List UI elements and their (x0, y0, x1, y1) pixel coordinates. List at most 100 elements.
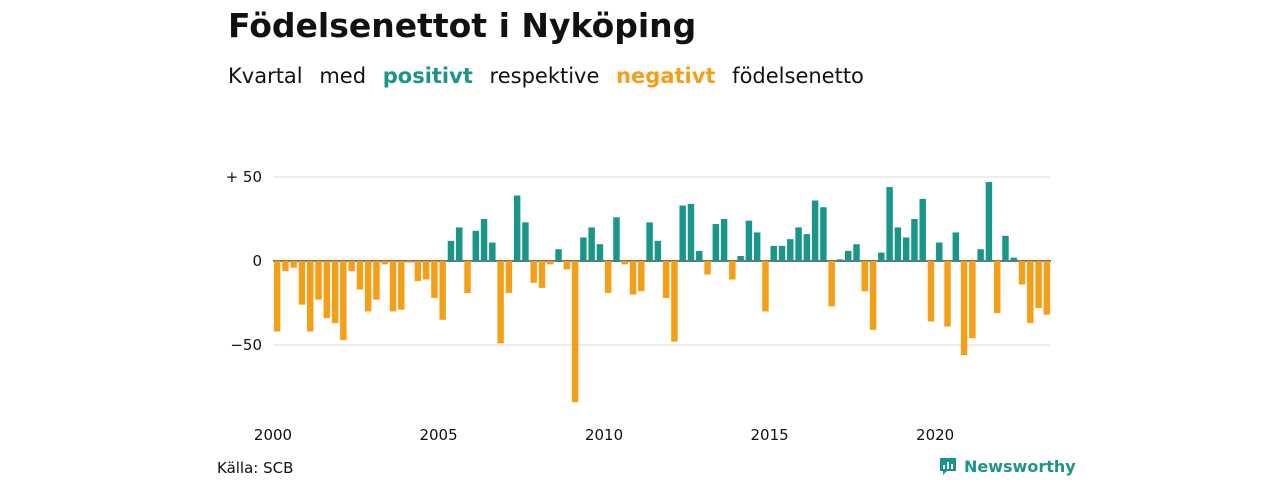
bar-positive (480, 219, 488, 261)
bar-positive (596, 244, 604, 261)
newsworthy-logo-icon (940, 458, 956, 475)
subtitle-word: Kvartal (228, 64, 303, 88)
bar-negative (315, 261, 322, 300)
bar-negative (571, 261, 579, 403)
bar-positive (580, 237, 587, 261)
bar-negative (662, 261, 670, 298)
bar-positive (795, 227, 802, 261)
bar-positive (654, 240, 662, 261)
bar-positive (845, 250, 852, 261)
bar-positive (778, 245, 786, 261)
bar-negative (348, 261, 355, 272)
bar-negative (273, 261, 281, 332)
bar-positive (513, 195, 521, 261)
bar-negative (969, 261, 976, 339)
bar-negative (464, 261, 471, 293)
bar-negative (364, 261, 372, 312)
bar-positive (679, 205, 686, 261)
bar-negative (1035, 261, 1042, 309)
bar-positive (902, 237, 910, 261)
bar-negative (406, 261, 413, 263)
x-tick-label: 2005 (419, 426, 457, 444)
subtitle-word: med (319, 64, 367, 88)
bar-negative (497, 261, 504, 344)
bar-negative (762, 261, 769, 312)
bar-positive (787, 239, 794, 261)
bar-negative (621, 261, 628, 265)
bar-positive (977, 249, 984, 261)
bar-positive (753, 232, 761, 261)
y-tick-label: −50 (230, 336, 262, 354)
brand-logo: Newsworthy (938, 456, 1076, 476)
bar-negative (505, 261, 513, 293)
bar-negative (323, 261, 331, 319)
bar-positive (489, 242, 496, 261)
subtitle-negative-word: negativt (616, 64, 716, 88)
source-note: Källa: SCB (217, 459, 294, 477)
bar-negative (298, 261, 306, 305)
bar-negative (604, 261, 612, 293)
bar-negative (1027, 261, 1034, 324)
bar-positive (820, 207, 827, 261)
bar-positive (737, 255, 744, 261)
bar-positive (687, 203, 695, 261)
bar-negative (439, 261, 446, 320)
bar-positive (936, 242, 943, 261)
chart-title: Födelsenettot i Nyköping (228, 6, 697, 45)
bar-positive (811, 200, 819, 261)
bars (273, 182, 1051, 403)
bar-positive (952, 232, 960, 261)
x-tick-label: 2000 (254, 426, 292, 444)
bar-positive (712, 224, 720, 261)
bar-negative (729, 261, 736, 280)
bar-positive (894, 227, 902, 261)
bar-negative (290, 261, 297, 268)
bar-negative (993, 261, 1001, 314)
bar-negative (414, 261, 422, 282)
bar-negative (927, 261, 935, 322)
bar-negative (373, 261, 380, 300)
subtitle-positive-word: positivt (382, 64, 473, 88)
bar-negative (381, 261, 388, 265)
bar-negative (828, 261, 835, 307)
bar-positive (646, 222, 653, 261)
bar-negative (398, 261, 405, 310)
y-tick-label: + 50 (226, 168, 262, 186)
bar-positive (886, 187, 893, 261)
bar-positive (853, 244, 860, 261)
bar-negative (1018, 261, 1026, 285)
bar-positive (878, 252, 885, 261)
bar-positive (1002, 235, 1009, 261)
subtitle-word: respektive (489, 64, 600, 88)
bar-negative (671, 261, 678, 342)
bar-positive (803, 234, 811, 261)
bar-negative (431, 261, 438, 298)
bar-negative (960, 261, 968, 356)
bar-positive (472, 230, 480, 261)
axis-labels: + 50 0 −50 2000 2005 2010 2015 2020 (226, 168, 955, 444)
bar-negative (282, 261, 289, 272)
bar-negative (944, 261, 951, 327)
bar-negative (704, 261, 711, 275)
bar-negative (547, 261, 554, 265)
x-tick-label: 2020 (916, 426, 954, 444)
bar-negative (629, 261, 637, 295)
y-tick-label: 0 (252, 252, 262, 270)
bar-negative (869, 261, 877, 330)
bar-positive (696, 250, 703, 261)
bar-positive (745, 220, 753, 261)
bar-negative (356, 261, 364, 290)
bar-positive (919, 198, 926, 261)
bar-negative (530, 261, 537, 283)
bar-positive (522, 222, 529, 261)
bar-negative (307, 261, 314, 332)
brand-name: Newsworthy (964, 456, 1076, 476)
x-tick-label: 2010 (585, 426, 623, 444)
bar-positive (720, 219, 728, 261)
bar-negative (340, 261, 347, 340)
bar-negative (1043, 261, 1051, 315)
bar-negative (563, 261, 571, 270)
bar-positive (1010, 257, 1017, 261)
bar-positive (836, 259, 844, 261)
